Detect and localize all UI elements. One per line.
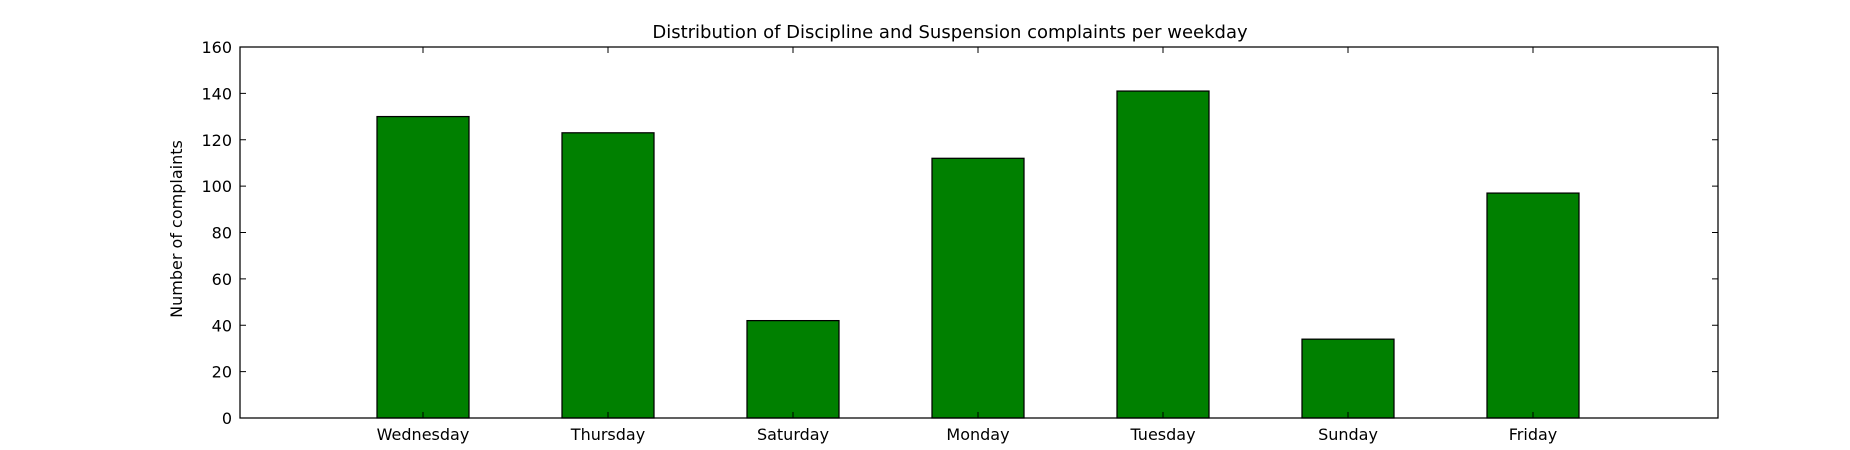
y-tick-label-80: 80 (212, 224, 232, 243)
plot-frame (239, 46, 1719, 419)
y-tick-label-60: 60 (212, 270, 232, 289)
x-tick-label-saturday: Saturday (757, 425, 829, 444)
bar-tuesday (1116, 90, 1210, 419)
x-tick-labels-group: Wednesday Thursday Saturday Monday Tuesday Su… (377, 425, 1558, 444)
x-tick-label-thursday: Thursday (570, 425, 645, 444)
bar-thursday (561, 132, 655, 419)
bar-monday (931, 157, 1025, 419)
bars-group (376, 90, 1580, 419)
y-tick-label-140: 140 (201, 84, 232, 103)
y-tick-label-160: 160 (201, 38, 232, 57)
bar-wednesday (376, 115, 470, 419)
bar-saturday (746, 319, 840, 419)
x-tick-label-friday: Friday (1509, 425, 1558, 444)
x-tick-label-wednesday: Wednesday (377, 425, 470, 444)
chart-title: Distribution of Discipline and Suspensio… (652, 22, 1248, 43)
ticks-group (240, 46, 1718, 419)
x-tick-label-tuesday: Tuesday (1129, 425, 1195, 444)
y-tick-label-40: 40 (212, 316, 232, 335)
bar-sunday (1301, 338, 1395, 419)
y-axis-label: Number of complaints (167, 140, 186, 318)
y-tick-label-100: 100 (201, 177, 232, 196)
x-tick-label-sunday: Sunday (1318, 425, 1378, 444)
bar-friday (1486, 192, 1580, 419)
y-tick-label-0: 0 (222, 409, 232, 428)
y-tick-labels-group: 0 20 40 60 80 100 120 140 160 (201, 38, 232, 428)
x-tick-label-monday: Monday (946, 425, 1009, 444)
y-tick-label-20: 20 (212, 363, 232, 382)
y-tick-label-120: 120 (201, 131, 232, 150)
